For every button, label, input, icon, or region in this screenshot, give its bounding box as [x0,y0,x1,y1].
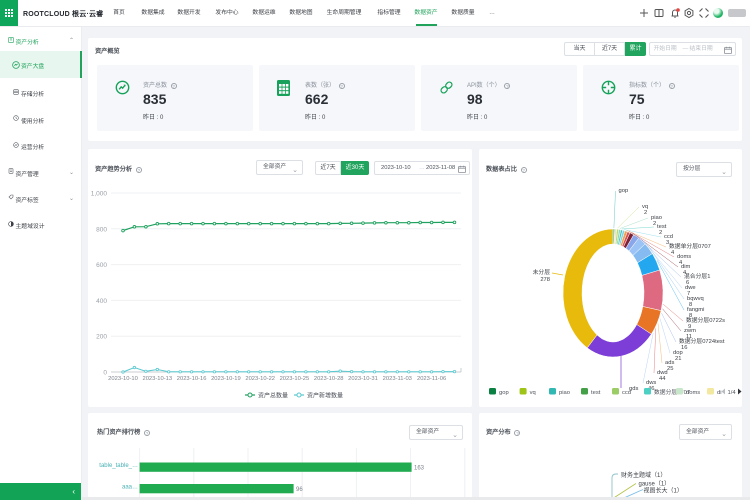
svg-text:ads: ads [665,360,674,366]
svg-text:gause（1）: gause（1） [639,481,671,488]
svg-text:piao: piao [559,390,570,396]
svg-text:ccd: ccd [664,234,673,240]
svg-text:800: 800 [96,226,107,233]
svg-text:6: 6 [686,280,689,286]
svg-text:混合分层1: 混合分层1 [684,272,710,280]
svg-text:数据单分层0707: 数据单分层0707 [669,242,711,250]
svg-text:2023-10-13: 2023-10-13 [142,376,172,382]
svg-text:16: 16 [681,345,687,351]
svg-text:11: 11 [686,334,692,340]
svg-text:2023-10-19: 2023-10-19 [211,376,241,382]
svg-text:dwd: dwd [657,370,668,376]
svg-text:2023-10-16: 2023-10-16 [177,376,207,382]
svg-text:doms: doms [686,390,700,396]
svg-text:vq: vq [642,204,648,210]
svg-text:25: 25 [667,366,673,372]
svg-text:zwm: zwm [684,328,696,334]
svg-text:2023-10-28: 2023-10-28 [314,376,344,382]
svg-text:bqwvq: bqwvq [687,296,704,302]
svg-text:财务主题域（1）: 财务主题域（1） [621,471,666,479]
svg-text:table_table_…: table_table_… [99,463,138,469]
svg-text:数据分层0707: 数据分层0707 [654,388,690,396]
svg-text:21: 21 [675,356,681,362]
svg-text:9: 9 [688,324,691,330]
svg-text:163: 163 [414,466,425,472]
svg-text:dws: dws [646,380,656,386]
svg-text:dwe: dwe [685,285,696,291]
svg-text:ccd: ccd [622,390,631,396]
svg-text:2023-10-10: 2023-10-10 [108,376,138,382]
svg-text:gop: gop [499,390,509,396]
svg-text:gop: gop [619,188,629,194]
svg-text:8: 8 [689,313,692,319]
svg-text:4: 4 [683,270,687,276]
svg-text:2023-10-31: 2023-10-31 [348,376,378,382]
svg-text:未分层: 未分层 [533,268,551,276]
svg-text:1,000: 1,000 [91,191,108,198]
svg-text:vq: vq [530,390,536,396]
svg-text:2: 2 [659,230,662,236]
svg-text:7: 7 [687,291,690,297]
svg-text:400: 400 [96,298,107,305]
svg-text:资产新增数量: 资产新增数量 [307,392,343,400]
svg-text:44: 44 [659,376,666,382]
svg-text:gds: gds [629,386,638,392]
svg-text:数据分层0722s: 数据分层0722s [686,316,725,324]
svg-text:1/4: 1/4 [728,390,737,396]
svg-text:46: 46 [648,386,654,392]
svg-text:test: test [591,390,601,396]
svg-text:4: 4 [679,260,683,266]
svg-text:资产总数量: 资产总数量 [258,392,288,400]
svg-text:2023-11-06: 2023-11-06 [417,376,446,382]
svg-text:278: 278 [540,277,550,283]
svg-text:8: 8 [689,302,692,308]
svg-text:2023-11-03: 2023-11-03 [383,376,412,382]
svg-text:doms: doms [677,254,691,260]
svg-text:piao: piao [651,215,662,221]
svg-text:di: di [717,390,722,396]
svg-text:数据分层0724test: 数据分层0724test [679,337,725,345]
svg-text:4: 4 [671,250,675,256]
svg-text:200: 200 [96,334,107,341]
svg-text:2: 2 [653,221,656,227]
svg-text:视图长大（1）: 视图长大（1） [644,487,683,495]
svg-text:dim: dim [681,264,691,270]
svg-text:96: 96 [296,487,303,493]
svg-text:fangmi: fangmi [687,307,704,313]
svg-text:600: 600 [96,262,107,269]
svg-text:2023-10-22: 2023-10-22 [245,376,275,382]
svg-text:dop: dop [673,350,683,356]
svg-text:3: 3 [666,240,669,246]
svg-text:aaa…: aaa… [122,485,138,491]
svg-text:0: 0 [103,370,107,377]
svg-text:test: test [657,224,667,230]
svg-text:2023-10-25: 2023-10-25 [280,376,310,382]
svg-text:2: 2 [644,210,647,216]
